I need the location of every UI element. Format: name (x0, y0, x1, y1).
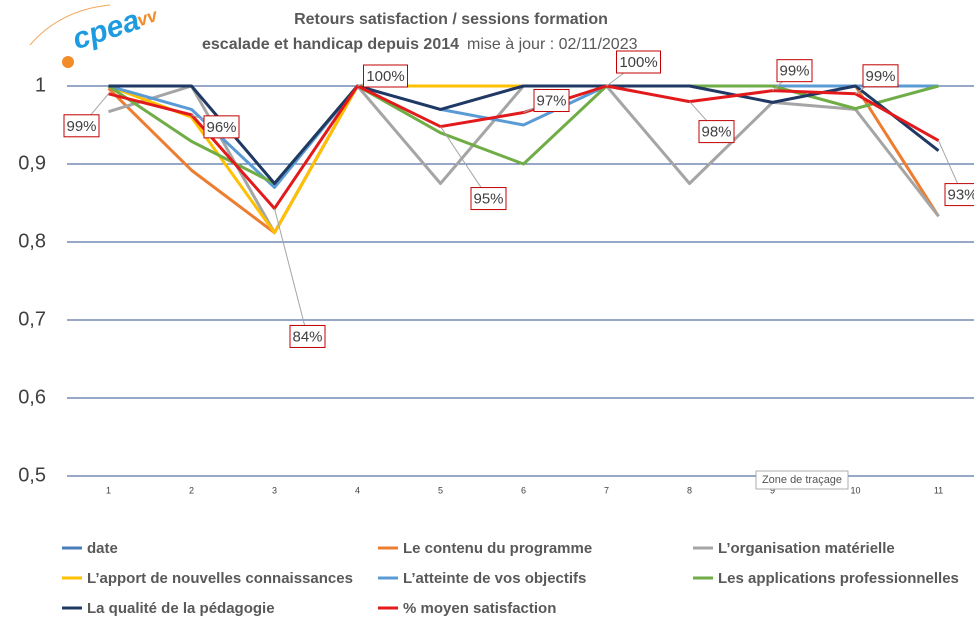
x-tick-label: 2 (189, 485, 194, 495)
leader-line (274, 208, 308, 337)
data-label-box (533, 89, 570, 113)
legend-label: L’atteinte de vos objectifs (403, 570, 586, 587)
data-label-box (289, 324, 326, 348)
data-label-box (698, 120, 735, 144)
x-tick-label: 8 (687, 485, 692, 495)
data-label: 97% (536, 92, 566, 109)
x-tick-label: 4 (355, 485, 360, 495)
data-label: 99% (66, 118, 96, 135)
legend: date Le contenu du programme L’organisatio… (62, 540, 959, 617)
legend-label: % moyen satisfaction (403, 600, 556, 617)
x-tick-label: 11 (934, 485, 943, 495)
y-tick-label: 0,9 (18, 152, 46, 174)
data-label-box (63, 114, 100, 138)
data-label-box (363, 64, 408, 88)
legend-label: date (87, 540, 118, 557)
legend-label: L’apport de nouvelles connaissances (87, 570, 353, 587)
update-note: mise à jour : 02/11/2023 (467, 36, 638, 53)
y-tick-label: 0,8 (18, 230, 46, 252)
logo-swoosh (29, 4, 111, 46)
x-tick-label: 9 (770, 485, 775, 495)
data-label-box (616, 50, 661, 74)
chart-subtitle: escalade et handicap depuis 2014 mise à j… (202, 36, 638, 53)
data-label: 100% (619, 54, 657, 71)
data-label: 84% (292, 328, 322, 345)
y-tick-label: 0,7 (18, 308, 46, 330)
subtitle: escalade et handicap depuis 2014 (202, 36, 459, 53)
data-label-box (862, 64, 899, 88)
legend-label: Le contenu du programme (403, 540, 592, 557)
data-label-box (203, 115, 240, 139)
data-label-box (776, 59, 813, 83)
y-tick-label: 0,6 (18, 386, 46, 408)
data-label: 99% (779, 63, 809, 80)
series-line (108, 84, 940, 185)
legend-label: Les applications professionnelles (718, 570, 959, 587)
series-line (107, 84, 939, 185)
legend-label: L’organisation matérielle (718, 540, 895, 557)
y-tick-label: 1 (35, 74, 46, 96)
data-label: 93% (947, 187, 974, 204)
x-tick-label: 10 (850, 485, 860, 495)
data-label: 99% (865, 68, 895, 85)
data-label: 95% (473, 191, 503, 208)
data-label: 100% (366, 68, 404, 85)
x-tick-label: 5 (438, 485, 443, 495)
x-tick-label: 7 (604, 485, 609, 495)
logo-figure (62, 56, 74, 68)
chart-title: Retours satisfaction / sessions formatio… (294, 11, 608, 28)
x-tick-label: 6 (521, 485, 526, 495)
x-tick-label: 3 (272, 485, 277, 495)
data-label-box (470, 187, 507, 211)
tooltip: Zone de traçage (762, 474, 842, 486)
data-label: 98% (701, 124, 731, 141)
data-label-box (944, 183, 974, 207)
tooltip-box (755, 470, 849, 490)
data-label: 96% (206, 119, 236, 136)
legend-label: La qualité de la pédagogie (87, 600, 275, 617)
x-tick-label: 1 (106, 485, 111, 495)
y-tick-label: 0,5 (18, 464, 46, 486)
series-line (108, 84, 939, 189)
leader-line (440, 126, 489, 199)
